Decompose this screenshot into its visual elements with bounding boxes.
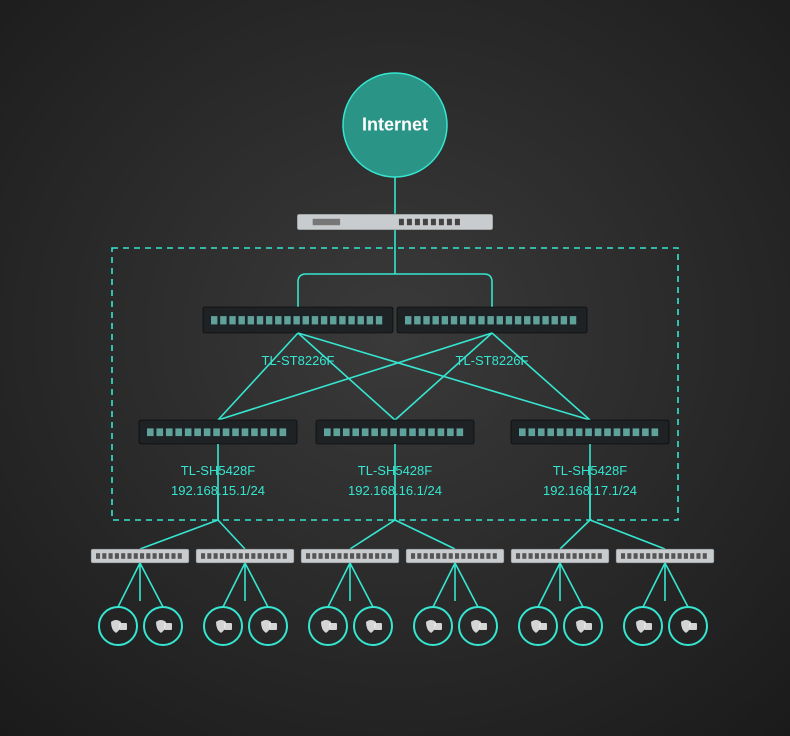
- tier3-model-1: TL-SH5428F: [358, 463, 432, 478]
- internet-label: Internet: [362, 115, 428, 136]
- diagram-svg: [0, 0, 790, 736]
- tier3-ip-2: 192.168.17.1/24: [543, 483, 637, 498]
- tier3-model-0: TL-SH5428F: [181, 463, 255, 478]
- tier2-label-1: TL-ST8226F: [456, 353, 529, 368]
- tier2-label-0: TL-ST8226F: [262, 353, 335, 368]
- tier3-ip-1: 192.168.16.1/24: [348, 483, 442, 498]
- network-topology-diagram: Internet TL-ST8226F TL-ST8226F TL-SH5428F 1…: [0, 0, 790, 736]
- tier3-model-2: TL-SH5428F: [553, 463, 627, 478]
- tier3-ip-0: 192.168.15.1/24: [171, 483, 265, 498]
